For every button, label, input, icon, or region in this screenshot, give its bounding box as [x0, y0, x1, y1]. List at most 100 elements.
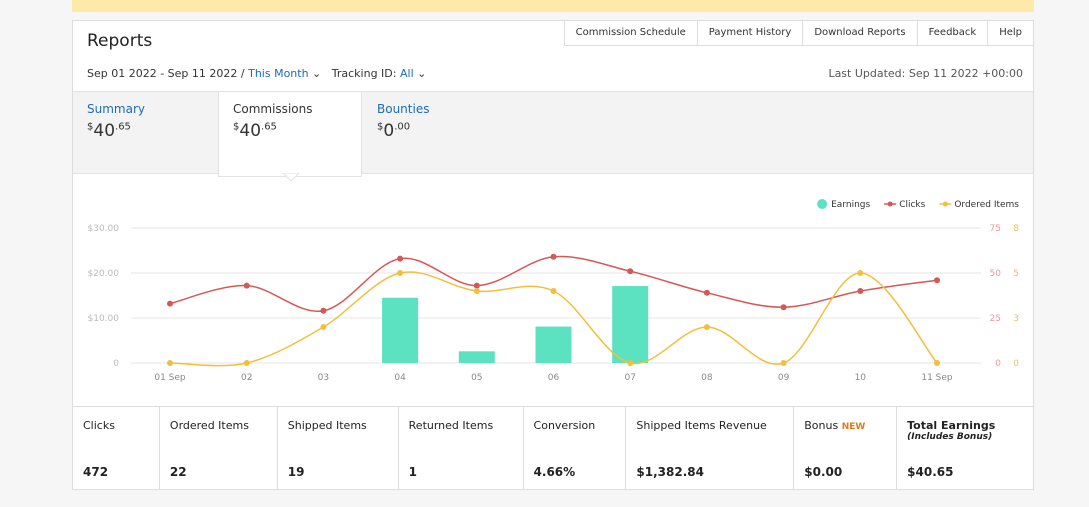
bar: [382, 297, 419, 363]
tab-pointer: [282, 173, 300, 182]
nav-link[interactable]: Payment History: [696, 20, 804, 46]
stat-value: 19: [287, 465, 305, 479]
x-tick-label: 08: [701, 373, 713, 383]
legend-label: Ordered Items: [954, 200, 1019, 210]
bar: [535, 326, 572, 363]
y3ticks-tick-label: 8: [1013, 224, 1019, 234]
point: [473, 282, 480, 289]
tab-label: Summary: [87, 102, 145, 116]
amount-whole: 40: [93, 121, 116, 141]
stat-value: $0.00: [804, 465, 843, 479]
point: [397, 270, 404, 276]
period[interactable]: This Month: [248, 67, 309, 80]
y3ticks-tick-label: 0: [1013, 359, 1019, 369]
bar: [458, 351, 495, 363]
bar: [612, 286, 649, 363]
point: [934, 277, 940, 284]
badge: NEW: [841, 422, 866, 432]
stat: Total Earnings (Includes Bonus) $40.65: [897, 407, 1033, 490]
amount-whole: 40: [239, 121, 262, 141]
x-tick-label: 10: [855, 373, 867, 383]
nav-link[interactable]: Help: [987, 20, 1034, 46]
stat: Returned Items 1: [399, 407, 524, 490]
tab-amount: $0.00: [377, 121, 505, 141]
tab[interactable]: Commissions $40.65: [218, 92, 362, 177]
yticks-tick-label: $30.00: [88, 224, 120, 234]
line: [169, 255, 938, 312]
x-tick-label: 02: [241, 373, 252, 383]
title: Reports: [87, 31, 153, 51]
stat: Clicks 472: [73, 407, 160, 490]
stat: Shipped Items 19: [278, 407, 399, 490]
stat-value: 22: [169, 465, 187, 479]
y2ticks-tick-label: 25: [990, 314, 1001, 324]
x-tick-label: 06: [548, 373, 560, 383]
point: [320, 324, 327, 330]
point: [243, 360, 250, 366]
legend-label: Clicks: [899, 200, 925, 210]
point: [550, 288, 557, 294]
point: [243, 282, 250, 289]
tab-amount: $40.65: [87, 121, 215, 141]
tab-label: Commissions: [233, 102, 313, 116]
amount-cents: .00: [394, 121, 411, 133]
stats: Clicks 472 Ordered Items 22 Shipped Items 19 R…: [73, 406, 1033, 490]
stat: Conversion 4.66%: [524, 407, 627, 490]
point: [397, 255, 404, 262]
x-tick-label: 04: [394, 373, 406, 383]
last-updated: Last Updated: Sep 11 2022 +00:00: [828, 67, 1023, 80]
nav-link[interactable]: Commission Schedule: [563, 20, 698, 46]
stat: Bonus NEW $0.00: [794, 407, 898, 490]
point: [703, 324, 710, 330]
amount-whole: 0: [383, 121, 395, 141]
y3ticks-tick-label: 3: [1013, 314, 1019, 324]
point: [550, 253, 557, 260]
stat-value: 4.66%: [533, 465, 576, 479]
nav-link[interactable]: Download Reports: [802, 20, 918, 46]
stat-label: Shipped Items: [287, 419, 367, 432]
point: [320, 307, 327, 314]
tab[interactable]: Summary $40.65: [73, 92, 215, 167]
tracking-label: Tracking ID:: [331, 67, 397, 80]
point: [780, 360, 787, 366]
tab-amount: $40.65: [233, 121, 361, 141]
point: [627, 268, 634, 275]
y2ticks-tick-label: 0: [995, 359, 1001, 369]
stat-value: 1: [408, 465, 418, 479]
point: [857, 270, 864, 276]
stat: Ordered Items 22: [160, 407, 278, 490]
yticks-tick-label: $10.00: [88, 314, 120, 324]
point: [627, 360, 634, 366]
stat-label: Ordered Items: [169, 419, 249, 432]
y2ticks-tick-label: 75: [990, 224, 1001, 234]
currency: $: [377, 121, 384, 133]
stat-note: (Includes Bonus): [907, 432, 993, 442]
banner: [72, 0, 1034, 12]
point: [934, 360, 940, 366]
y2ticks-tick-label: 50: [990, 269, 1002, 279]
date-range: Sep 01 2022 - Sep 11 2022 /: [87, 67, 245, 80]
tracking-value[interactable]: All: [399, 67, 414, 80]
point: [780, 304, 787, 311]
legend-swatch: [942, 201, 948, 207]
stat-value: $40.65: [907, 465, 954, 479]
legend-swatch: [887, 201, 893, 207]
stat-label: Clicks: [83, 419, 115, 432]
stat-label: Bonus: [804, 419, 839, 432]
amount-cents: .65: [261, 121, 277, 133]
tab-label: Bounties: [377, 102, 430, 116]
tab[interactable]: Bounties $0.00: [363, 92, 505, 167]
point: [167, 360, 173, 366]
x-tick-label: 03: [318, 373, 329, 383]
point: [703, 289, 710, 296]
stat-label: Returned Items: [408, 419, 494, 432]
stat: Shipped Items Revenue $1,382.84: [626, 407, 795, 490]
nav-link[interactable]: Feedback: [916, 20, 989, 46]
stat-value: $1,382.84: [636, 465, 704, 479]
currency: $: [233, 121, 240, 133]
filters: Sep 01 2022 - Sep 11 2022 / This Month ⌄…: [87, 67, 427, 80]
line: [169, 271, 938, 367]
point: [473, 288, 480, 294]
